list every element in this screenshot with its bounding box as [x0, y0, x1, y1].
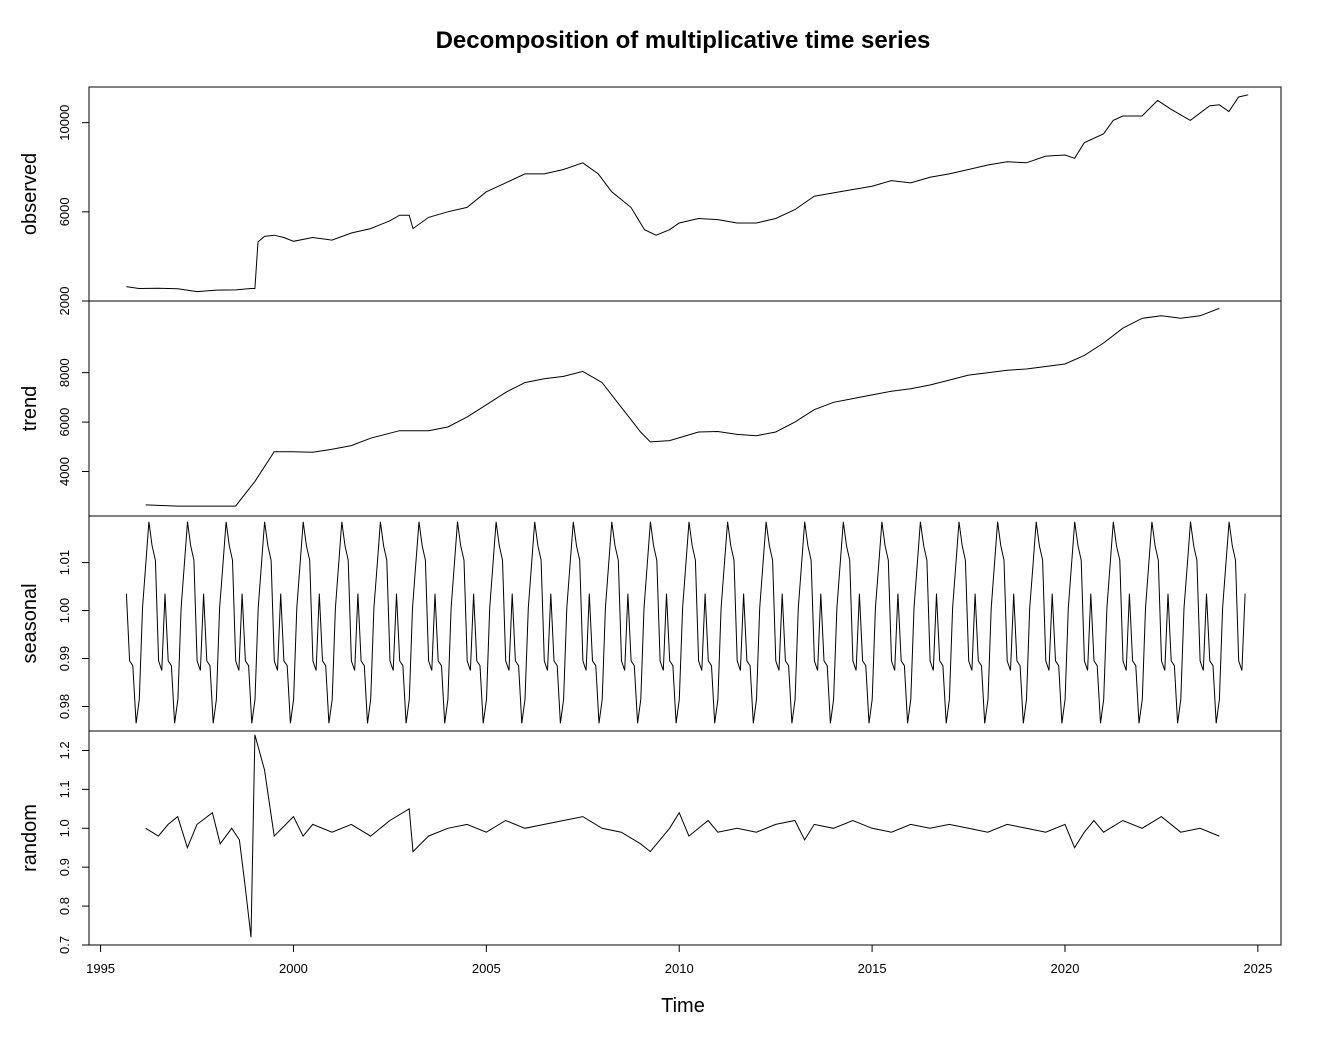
chart-title: Decomposition of multiplicative time ser…: [436, 27, 931, 54]
x-tick-label: 2005: [472, 961, 501, 976]
trend-y-tick-label: 6000: [57, 408, 72, 437]
random-y-label: random: [19, 804, 41, 872]
random-line: [145, 734, 1220, 938]
x-tick-label: 2015: [858, 961, 887, 976]
x-axis-label: Time: [661, 995, 705, 1017]
trend-y-label: trend: [19, 386, 41, 432]
random-y-tick-label: 0.8: [57, 897, 72, 915]
random-y-tick-label: 0.9: [57, 858, 72, 876]
seasonal-y-tick-label: 0.99: [57, 646, 72, 671]
trend-y-tick-label: 8000: [57, 358, 72, 387]
random-y-tick-label: 1.0: [57, 819, 72, 837]
panel-seasonal: seasonal 0.98 0.99 1.00 1.01: [19, 515, 1282, 732]
seasonal-frame: [88, 515, 1282, 732]
random-y-tick-label: 0.7: [57, 936, 72, 954]
random-y-tick-label: 1.1: [57, 780, 72, 798]
panels: observed 2000 6000 10000 trend 4000 6000 8000 se…: [19, 86, 1282, 954]
seasonal-y-tick-label: 1.01: [57, 550, 72, 575]
observed-y-tick-label: 10000: [57, 105, 72, 141]
observed-y-label: observed: [19, 153, 41, 235]
x-tick-label: 1995: [86, 961, 115, 976]
observed-frame: [88, 86, 1282, 302]
seasonal-y-tick-label: 0.98: [57, 694, 72, 719]
observed-y-tick-label: 6000: [57, 197, 72, 226]
trend-frame: [88, 300, 1282, 517]
random-frame: [88, 730, 1282, 946]
x-axis: 1995 2000 2005 2010 2015 2020 2025: [86, 944, 1272, 976]
seasonal-y-label: seasonal: [19, 583, 41, 663]
observed-y-tick-label: 2000: [57, 287, 72, 316]
panel-observed: observed 2000 6000 10000: [19, 86, 1282, 316]
trend-y-tick-label: 4000: [57, 457, 72, 486]
x-tick-label: 2000: [279, 961, 308, 976]
random-y-tick-label: 1.2: [57, 741, 72, 759]
panel-random: random 0.7 0.8 0.9 1.0 1.1 1.2: [19, 730, 1282, 954]
seasonal-y-tick-label: 1.00: [57, 598, 72, 623]
x-tick-label: 2010: [665, 961, 694, 976]
observed-line: [126, 94, 1249, 293]
seasonal-line: [125, 521, 1246, 724]
x-tick-label: 2025: [1243, 961, 1272, 976]
x-tick-label: 2020: [1051, 961, 1080, 976]
panel-trend: trend 4000 6000 8000: [19, 300, 1282, 517]
trend-line: [145, 307, 1220, 507]
